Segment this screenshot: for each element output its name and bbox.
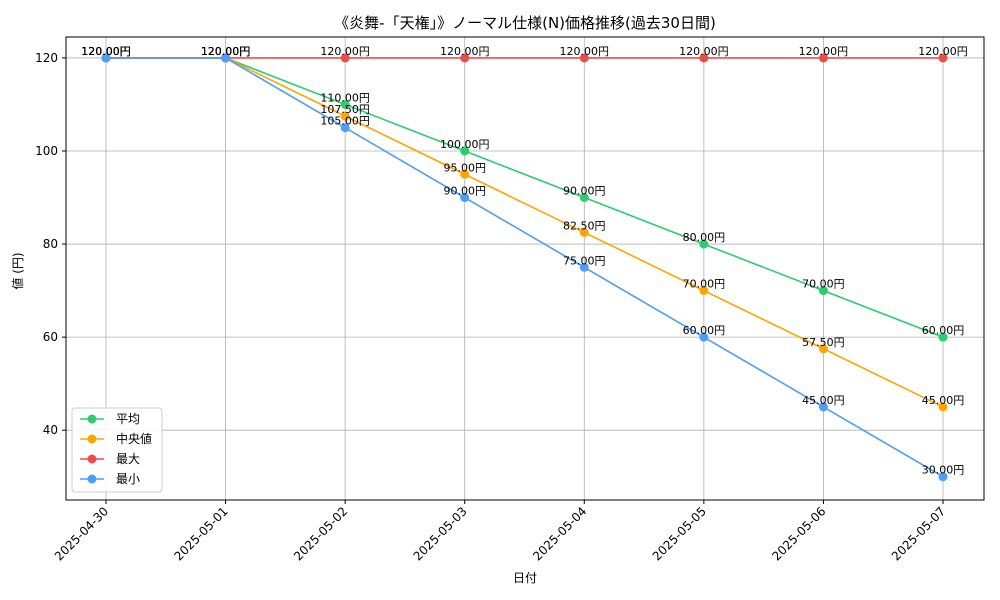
x-tick-label: 2025-05-06 (769, 504, 828, 563)
data-label: 120.00円 (201, 45, 251, 58)
series-line (106, 57, 944, 338)
data-point (699, 332, 709, 342)
x-tick-label: 2025-05-03 (411, 504, 470, 563)
data-label: 100.00円 (440, 138, 490, 151)
data-point (818, 402, 828, 412)
data-point (938, 332, 948, 342)
data-point (818, 286, 828, 296)
x-tick-label: 2025-05-05 (650, 504, 709, 563)
data-point (699, 239, 709, 249)
data-labels: 120.00円 120.00円 110.00円 100.00円 90.00円 80.00円… (81, 45, 968, 477)
legend-label: 中央値 (116, 431, 152, 446)
data-point (579, 262, 589, 272)
legend-box (71, 407, 163, 493)
y-tick-label: 80 (43, 237, 58, 251)
data-point (101, 53, 111, 63)
data-label: 120.00円 (201, 45, 251, 58)
data-point (460, 53, 470, 63)
x-tick-label: 2025-05-01 (171, 504, 230, 563)
data-label: 120.00円 (679, 45, 729, 58)
data-point (340, 53, 350, 63)
axes: 40 60 80 100 120 2025-04-30 2025-05-01 2025-05-… (35, 36, 985, 563)
series-layer (101, 53, 948, 482)
data-point (579, 53, 589, 63)
data-point (340, 99, 350, 109)
data-label: 80.00円 (683, 231, 726, 244)
data-label: 120.00円 (799, 45, 849, 58)
data-label: 30.00円 (922, 464, 965, 477)
data-label: 60.00円 (683, 324, 726, 337)
data-label: 90.00円 (443, 185, 486, 198)
legend-label: 平均 (116, 412, 140, 426)
series-line (106, 57, 944, 478)
data-label: 120.00円 (201, 45, 251, 58)
data-label: 120.00円 (81, 45, 131, 58)
data-point (579, 227, 589, 237)
x-axis-label: 日付 (513, 571, 537, 585)
y-tick-label: 60 (43, 330, 58, 344)
data-point (938, 53, 948, 63)
data-label: 120.00円 (918, 45, 968, 58)
data-point (938, 472, 948, 482)
series-line (106, 57, 944, 408)
data-label: 60.00円 (922, 324, 965, 337)
data-point (579, 193, 589, 203)
data-label: 90.00円 (563, 185, 606, 198)
y-tick-label: 40 (43, 423, 58, 437)
data-label: 120.00円 (81, 45, 131, 58)
x-tick-label: 2025-05-07 (889, 504, 948, 563)
legend-label: 最小 (116, 472, 140, 486)
data-label: 105.00円 (320, 115, 370, 128)
data-label: 95.00円 (443, 161, 486, 174)
data-label: 70.00円 (683, 278, 726, 291)
x-tick-label: 2025-05-02 (291, 504, 350, 563)
y-tick-label: 120 (35, 51, 58, 65)
data-label: 82.50円 (563, 219, 606, 232)
data-label: 120.00円 (201, 45, 251, 58)
data-point (699, 286, 709, 296)
x-tick-label: 2025-05-04 (530, 504, 589, 563)
legend-swatch-marker (87, 474, 97, 484)
data-point (340, 123, 350, 133)
data-label: 75.00円 (563, 254, 606, 267)
data-label: 45.00円 (802, 394, 845, 407)
data-label: 120.00円 (560, 45, 610, 58)
data-point (460, 146, 470, 156)
data-point (818, 53, 828, 63)
data-label: 57.50円 (802, 336, 845, 349)
chart-title: 《炎舞-「天権」》ノーマル仕様(N)価格推移(過去30日間) (334, 14, 716, 32)
data-point (818, 344, 828, 354)
data-label: 107.50円 (320, 103, 370, 116)
data-point (221, 53, 231, 63)
grid (66, 37, 984, 500)
data-label: 110.00円 (320, 91, 370, 104)
plot-frame (65, 36, 985, 501)
data-point (938, 402, 948, 412)
data-label: 70.00円 (802, 278, 845, 291)
data-point (699, 53, 709, 63)
data-label: 120.00円 (81, 45, 131, 58)
y-axis-label: 値 (円) (10, 252, 25, 289)
x-tick-label: 2025-04-30 (52, 504, 111, 563)
data-point (460, 193, 470, 203)
legend-swatch-marker (87, 414, 97, 424)
data-label: 120.00円 (440, 45, 490, 58)
y-tick-label: 100 (35, 144, 58, 158)
legend-swatch-marker (87, 434, 97, 444)
data-label: 120.00円 (320, 45, 370, 58)
data-label: 120.00円 (81, 45, 131, 58)
legend-swatch-marker (87, 454, 97, 464)
data-point (460, 169, 470, 179)
data-label: 45.00円 (922, 394, 965, 407)
data-point (340, 111, 350, 121)
legend-label: 最大 (116, 452, 140, 466)
